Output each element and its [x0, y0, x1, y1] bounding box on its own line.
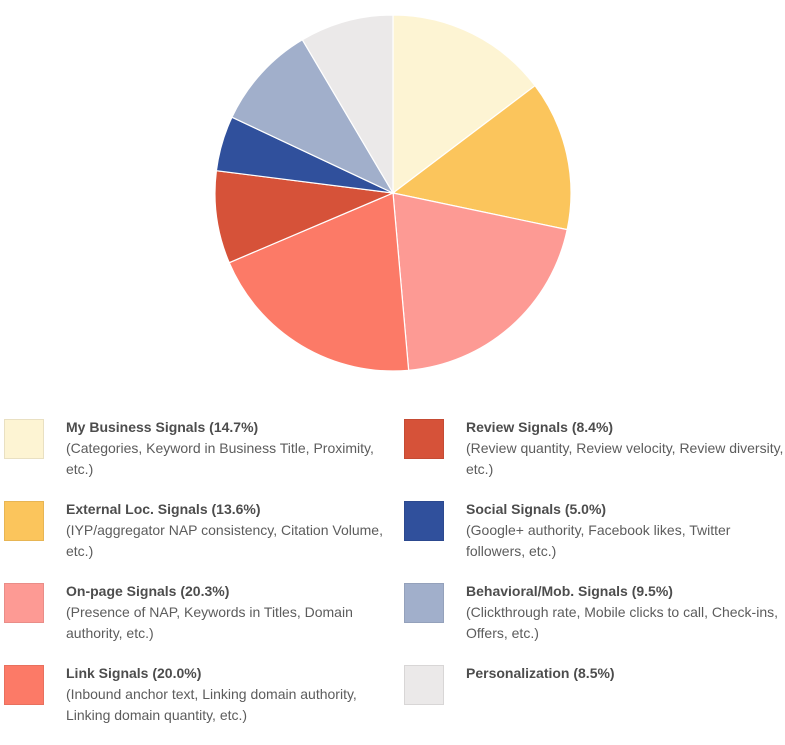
legend-swatch — [404, 665, 444, 705]
pie-slice — [392, 14, 536, 195]
legend-description: (Clickthrough rate, Mobile clicks to cal… — [466, 604, 778, 641]
legend-item-my-business: My Business Signals (14.7%) (Categories,… — [4, 417, 384, 499]
legend-title: Review Signals (8.4%) — [466, 419, 614, 435]
legend-description: (Inbound anchor text, Linking domain aut… — [66, 686, 357, 723]
pie-slice — [392, 192, 568, 371]
legend-title: External Loc. Signals (13.6%) — [66, 501, 261, 517]
legend-column-left: My Business Signals (14.7%) (Categories,… — [4, 417, 384, 745]
legend-item-external-loc: External Loc. Signals (13.6%) (IYP/aggre… — [4, 499, 384, 581]
pie-slice — [214, 170, 396, 264]
pie-slice — [231, 38, 395, 195]
legend-item-review: Review Signals (8.4%) (Review quantity, … — [404, 417, 784, 499]
legend-swatch — [4, 583, 44, 623]
legend-description: (Presence of NAP, Keywords in Titles, Do… — [66, 604, 353, 641]
pie-slice — [228, 192, 410, 372]
legend-title: My Business Signals (14.7%) — [66, 419, 259, 435]
legend-item-social: Social Signals (5.0%) (Google+ authority… — [404, 499, 784, 581]
legend-description: (Categories, Keyword in Business Title, … — [66, 440, 374, 477]
legend-swatch — [404, 501, 444, 541]
pie-chart — [214, 14, 572, 372]
legend-item-link: Link Signals (20.0%) (Inbound anchor tex… — [4, 663, 384, 745]
legend-item-personalization: Personalization (8.5%) — [404, 663, 784, 745]
legend-item-behavioral-mob: Behavioral/Mob. Signals (9.5%) (Clickthr… — [404, 581, 784, 663]
legend-description: (Google+ authority, Facebook likes, Twit… — [466, 522, 731, 559]
legend-column-right: Review Signals (8.4%) (Review quantity, … — [404, 417, 784, 745]
legend-title: Link Signals (20.0%) — [66, 665, 202, 681]
pie-slice — [301, 14, 394, 196]
legend-swatch — [4, 501, 44, 541]
legend-title: On-page Signals (20.3%) — [66, 583, 230, 599]
legend-title: Behavioral/Mob. Signals (9.5%) — [466, 583, 673, 599]
legend-swatch — [4, 419, 44, 459]
legend-item-on-page: On-page Signals (20.3%) (Presence of NAP… — [4, 581, 384, 663]
legend-title: Personalization (8.5%) — [466, 665, 615, 681]
legend-description: (IYP/aggregator NAP consistency, Citatio… — [66, 522, 383, 559]
legend-swatch — [4, 665, 44, 705]
pie-slices — [214, 14, 572, 372]
pie-slice — [391, 84, 572, 231]
legend-swatch — [404, 583, 444, 623]
legend-swatch — [404, 419, 444, 459]
legend-title: Social Signals (5.0%) — [466, 501, 607, 517]
legend-description: (Review quantity, Review velocity, Revie… — [466, 440, 784, 477]
